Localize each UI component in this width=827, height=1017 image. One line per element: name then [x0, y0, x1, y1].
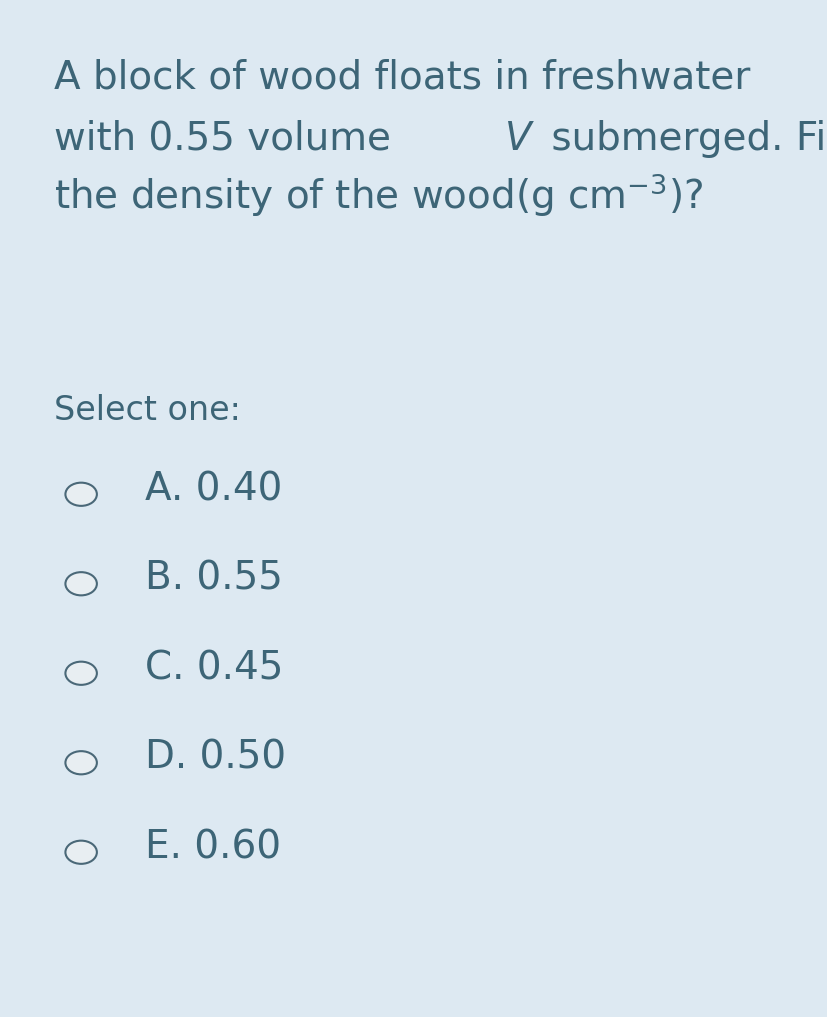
Text: D. 0.50: D. 0.50: [145, 739, 285, 777]
Text: B. 0.55: B. 0.55: [145, 560, 283, 598]
Text: A. 0.40: A. 0.40: [145, 471, 282, 508]
Text: the density of the wood(g cm$^{-3}$)?: the density of the wood(g cm$^{-3}$)?: [54, 171, 702, 219]
Ellipse shape: [65, 662, 97, 684]
Ellipse shape: [65, 483, 97, 505]
Ellipse shape: [65, 841, 97, 863]
Text: V: V: [504, 120, 531, 158]
Ellipse shape: [65, 573, 97, 595]
Text: Select one:: Select one:: [54, 395, 241, 427]
Text: E. 0.60: E. 0.60: [145, 829, 280, 866]
Ellipse shape: [65, 752, 97, 774]
Text: submerged. Find: submerged. Find: [538, 120, 827, 158]
Text: A block of wood floats in freshwater: A block of wood floats in freshwater: [54, 59, 749, 97]
Text: C. 0.45: C. 0.45: [145, 650, 283, 687]
Text: with 0.55 volume: with 0.55 volume: [54, 120, 403, 158]
